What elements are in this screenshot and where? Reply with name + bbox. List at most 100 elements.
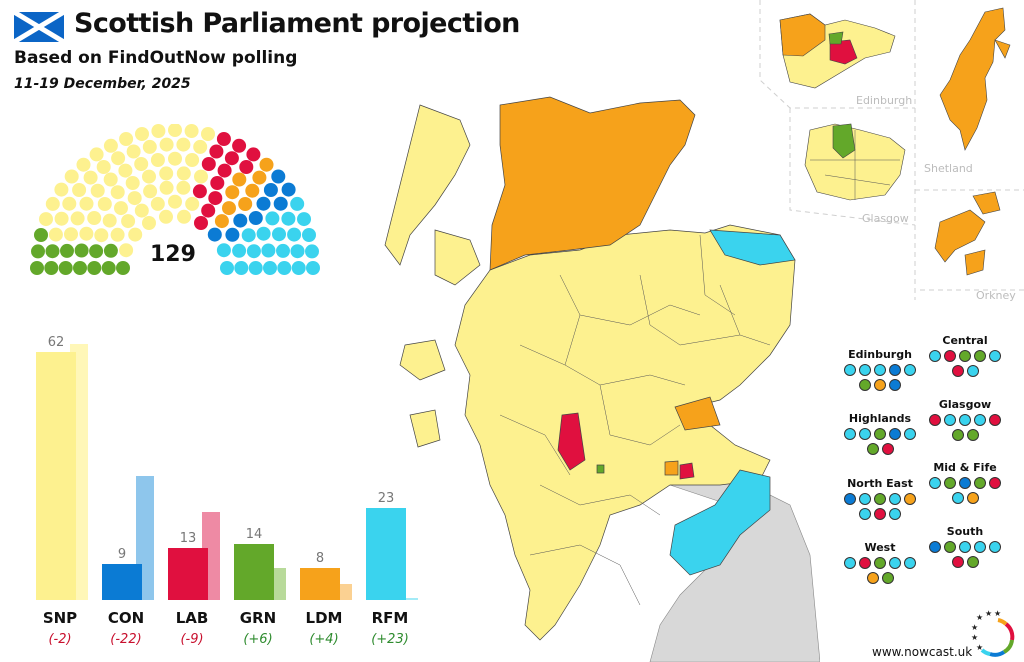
total-seats-label: 129 [150, 242, 196, 267]
region-seat-rfm [889, 493, 901, 505]
hemicycle-seat-snp [83, 170, 98, 185]
region-seat-ldm [874, 379, 886, 391]
skye-island [434, 229, 481, 286]
hemicycle-seat-snp [54, 211, 69, 226]
inset-maps [759, 0, 1024, 300]
region-seat-grn [944, 541, 956, 553]
hemicycle-seat-lab [224, 151, 239, 166]
bar-value-label-ldm: 8 [316, 551, 324, 566]
hemicycle-seat-rfm [263, 261, 277, 275]
region-seat-grn [966, 556, 979, 568]
hemicycle-seat-rfm [290, 196, 305, 211]
hemicycle-seat-lab [246, 147, 261, 162]
hemicycle-seat-snp [159, 209, 173, 224]
region-seat-dots [841, 428, 919, 455]
hemicycle-seat-grn [74, 243, 89, 258]
hemicycle-seat-snp [72, 183, 87, 197]
hemicycle-seat-snp [168, 194, 182, 209]
region-seat-grn [866, 443, 879, 455]
hemicycle-seat-grn [31, 244, 45, 259]
scotland-mainland [454, 224, 796, 641]
hemicycle-seat-rfm [290, 244, 305, 259]
region-seat-rfm [959, 414, 971, 426]
region-seat-rfm [959, 541, 971, 553]
region-seat-grn [966, 429, 979, 441]
region-seat-rfm [904, 364, 916, 376]
bar-projected-lab [168, 548, 208, 600]
region-seat-dots [841, 557, 919, 584]
hemicycle-seat-snp [97, 197, 112, 211]
hemicycle-seat-grn [30, 261, 44, 275]
bar-value-label-lab: 13 [180, 531, 197, 546]
region-seat-rfm [974, 414, 986, 426]
region-seat-con [844, 493, 856, 505]
inset-label-glasgow: Glasgow [862, 212, 909, 225]
hemicycle-seat-snp [121, 214, 136, 229]
hemicycle-seat-rfm [281, 211, 296, 226]
hemicycle-seat-rfm [246, 244, 261, 259]
hemicycle-seat-rfm [302, 228, 316, 242]
hemicycle-seat-snp [110, 227, 125, 242]
bar-projected-con [102, 564, 142, 600]
region-name: Highlands [848, 412, 912, 425]
region-west: West [830, 541, 930, 584]
hemicycle-seat-snp [185, 196, 200, 211]
hemicycle-seat-lab [194, 216, 208, 230]
hemicycle-seat-lab [217, 163, 232, 178]
region-seat-dots [841, 493, 919, 520]
edinburgh-ldm-seat [664, 460, 679, 476]
hemicycle-seat-con [207, 227, 222, 242]
hemicycle-seat-grn [44, 261, 59, 275]
hemicycle-seat-rfm [276, 243, 290, 258]
hemicycle-seat-ldm [245, 183, 260, 198]
hemicycle-seat-rfm [261, 243, 276, 258]
hemicycle-seat-snp [150, 153, 165, 167]
poll-dates: 11-19 December, 2025 [14, 76, 191, 92]
western-isles [384, 104, 471, 266]
region-seat-dots [926, 350, 1004, 377]
inset-label-edinburgh: Edinburgh [856, 94, 913, 107]
hemicycle-seat-rfm [241, 228, 256, 243]
hemicycle-seat-snp [79, 196, 94, 211]
region-seat-rfm [859, 493, 871, 505]
page-subtitle: Based on FindOutNow polling [14, 48, 298, 68]
hemicycle-seat-snp [193, 139, 208, 154]
region-mid-fife: Mid & Fife [915, 461, 1015, 504]
bar-change-label-con: (-22) [110, 632, 141, 647]
bar-value-label-snp: 62 [48, 335, 65, 350]
hemicycle-seat-snp [39, 212, 53, 227]
hemicycle-seat-snp [110, 185, 125, 200]
bar-category-label-rfm: RFM [372, 609, 409, 627]
seat-bar-chart: 62 SNP (-2) 9 CON (-22) 13 LAB (-9) 14 GRN (+6) 8 LDM… [36, 335, 418, 647]
bar-category-label-lab: LAB [176, 609, 209, 627]
hemicycle-seat-snp [176, 137, 191, 152]
hemicycle-seat-snp [134, 203, 149, 218]
region-seat-rfm [989, 350, 1001, 362]
svg-text:★: ★ [976, 613, 983, 622]
hemicycle-seat-con [281, 182, 296, 197]
hemicycle-seat-ldm [214, 214, 229, 229]
bar-projected-ldm [300, 568, 340, 600]
edinburgh-labour-seat [679, 462, 695, 480]
bar-change-label-rfm: (+23) [371, 632, 409, 647]
hemicycle-seat-snp [184, 124, 199, 138]
hemicycle-seat-con [248, 211, 263, 225]
hemicycle-seat-ldm [238, 197, 253, 211]
region-seat-lab [951, 556, 964, 568]
hemicycle-seat-lab [192, 184, 207, 199]
hemicycle-seat-ldm [259, 157, 274, 172]
hemicycle-seat-lab [208, 191, 223, 206]
west-labour-seat [557, 412, 586, 471]
region-seat-grn [859, 379, 871, 391]
bar-category-label-snp: SNP [43, 609, 77, 627]
region-seat-ldm [904, 493, 916, 505]
inset-label-orkney: Orkney [976, 289, 1016, 302]
bar-change-label-ldm: (+4) [309, 632, 338, 647]
hemicycle-seat-lab [239, 160, 254, 174]
region-north-east: North East [830, 477, 930, 520]
hemicycle-seat-snp [114, 201, 128, 216]
hemicycle-seat-rfm [248, 261, 263, 275]
hemicycle-seat-rfm [277, 261, 292, 275]
region-seat-con [889, 428, 901, 440]
hemicycle-seat-snp [159, 137, 174, 152]
